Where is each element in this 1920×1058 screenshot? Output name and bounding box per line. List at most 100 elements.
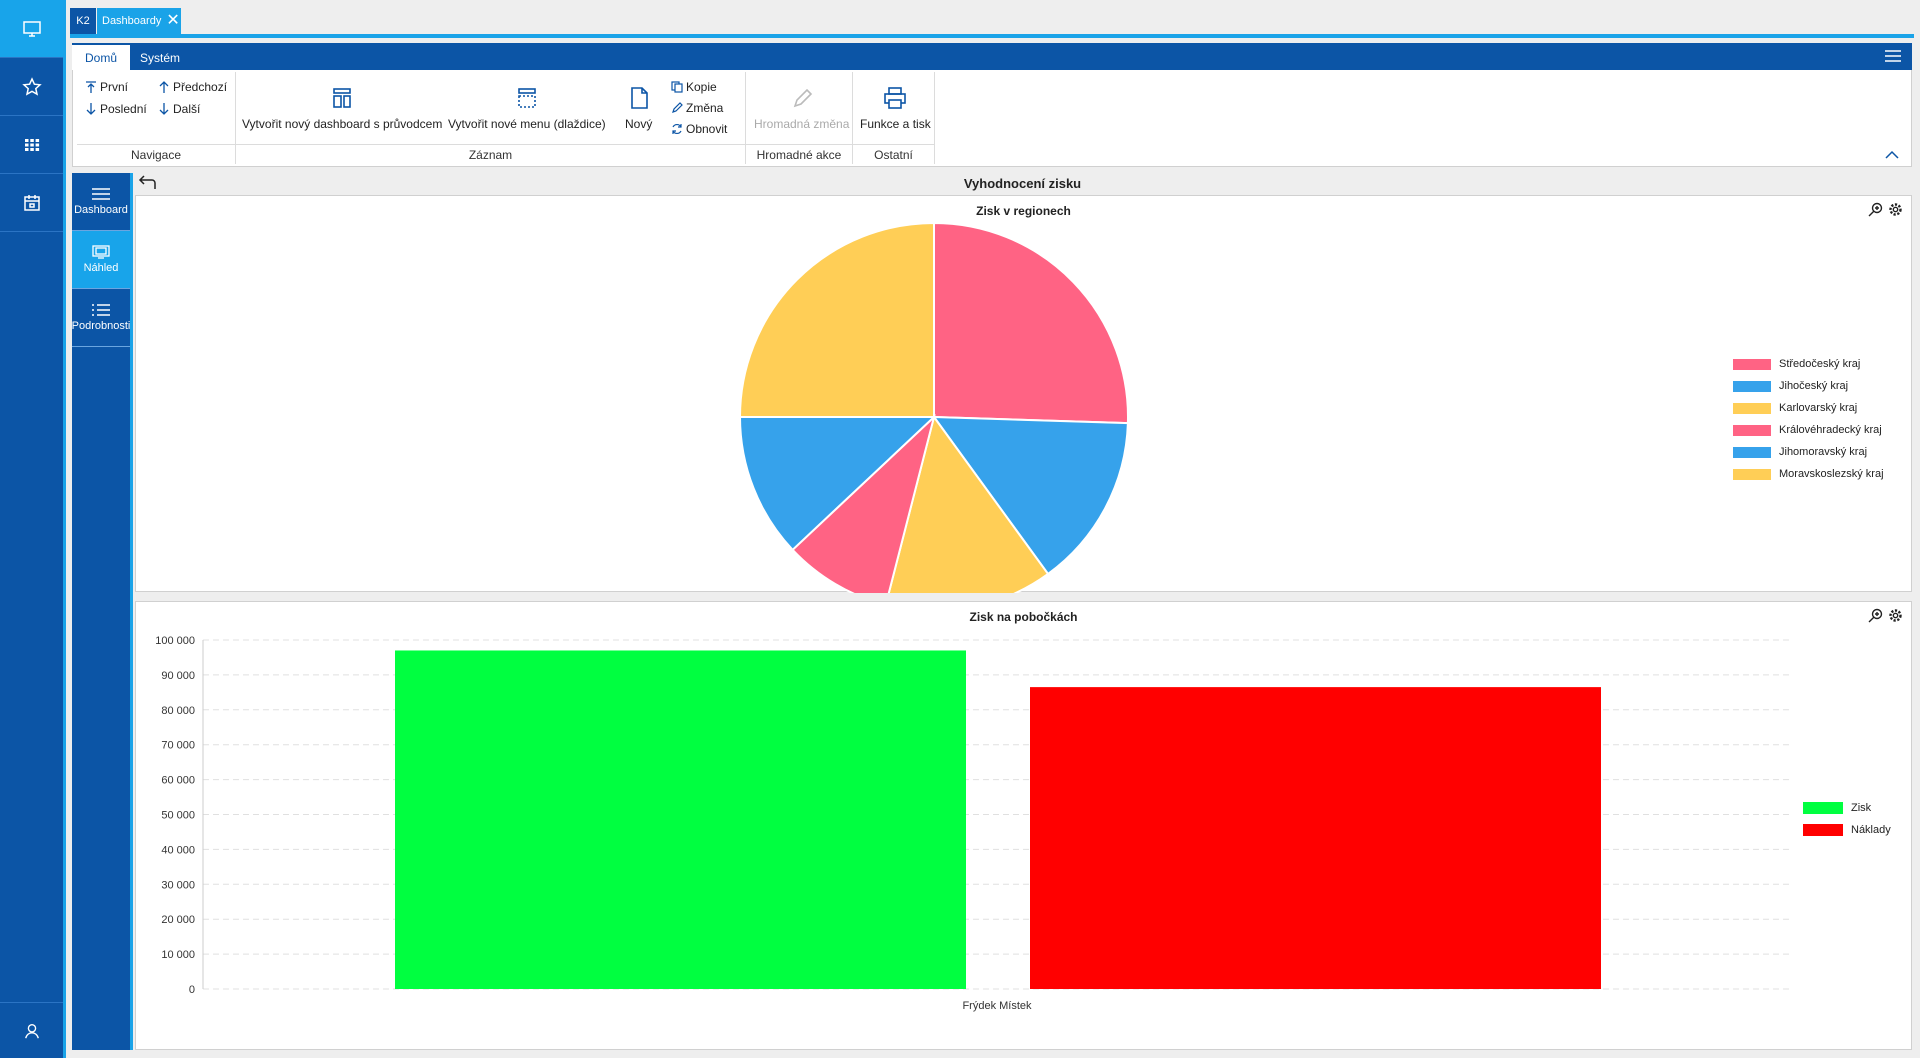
previous-record-button[interactable]: Předchozí bbox=[158, 80, 227, 94]
legend-label: Středočeský kraj bbox=[1779, 358, 1861, 370]
sidenav-item-preview[interactable]: Náhled bbox=[72, 231, 130, 289]
monitor-icon bbox=[22, 20, 41, 37]
hamburger-menu-icon[interactable] bbox=[1884, 49, 1902, 63]
dashboard-tab-label: Dashboardy bbox=[102, 15, 162, 27]
pie-legend-item[interactable]: Jihomoravský kraj bbox=[1733, 441, 1884, 463]
first-record-button[interactable]: První bbox=[85, 80, 128, 94]
apps-nav-button[interactable] bbox=[0, 116, 63, 174]
pie-legend-item[interactable]: Jihočeský kraj bbox=[1733, 375, 1884, 397]
functions-print-button[interactable]: Funkce a tisk bbox=[860, 86, 931, 131]
bar-chart-panel: Zisk na pobočkách 0 10 000 20 000 30 000 40 … bbox=[135, 601, 1912, 1050]
y-tick-label: 70 000 bbox=[161, 740, 195, 752]
desktop-nav-button[interactable] bbox=[0, 0, 63, 58]
navigation-group: První Předchozí Poslední Další Navigace bbox=[77, 72, 236, 164]
y-tick-label: 40 000 bbox=[161, 844, 195, 856]
tab-home[interactable]: Domů bbox=[72, 45, 131, 70]
refresh-button[interactable]: Obnovit bbox=[671, 122, 727, 136]
legend-swatch bbox=[1803, 824, 1843, 836]
y-tick-label: 50 000 bbox=[161, 810, 195, 822]
tab-underline bbox=[70, 34, 1914, 38]
bulk-change-button[interactable]: Hromadná změna bbox=[754, 86, 849, 131]
side-navigation: Dashboard Náhled Podrobnosti bbox=[72, 173, 133, 1050]
bar-legend-item[interactable]: Náklady bbox=[1803, 819, 1891, 841]
pie-slice-4[interactable] bbox=[738, 416, 937, 552]
pie-slice-0[interactable] bbox=[933, 221, 1129, 425]
legend-label: Moravskoslezský kraj bbox=[1779, 468, 1884, 480]
pencil-icon bbox=[672, 102, 683, 113]
sidenav-item-dashboard[interactable]: Dashboard bbox=[72, 173, 130, 231]
pie-chart-title: Zisk v regionech bbox=[976, 204, 1071, 218]
left-rail bbox=[0, 0, 66, 1058]
y-tick-label: 100 000 bbox=[155, 635, 195, 647]
printer-icon bbox=[884, 87, 907, 109]
pie-legend-item[interactable]: Karlovarský kraj bbox=[1733, 397, 1884, 419]
star-icon bbox=[21, 76, 42, 96]
tiles-menu-icon bbox=[518, 88, 536, 108]
legend-swatch bbox=[1803, 802, 1843, 814]
dashboard-tab[interactable]: Dashboardy ✕ bbox=[97, 8, 181, 34]
user-icon bbox=[24, 1023, 39, 1038]
arrow-top-icon bbox=[86, 81, 96, 93]
bar-legend-item[interactable]: Zisk bbox=[1803, 797, 1891, 819]
pie-slice-2[interactable] bbox=[886, 414, 1050, 593]
bulk-actions-group-label: Hromadné akce bbox=[746, 144, 852, 164]
zoom-icon[interactable] bbox=[1868, 608, 1883, 623]
copy-icon bbox=[671, 81, 683, 93]
legend-label: Jihočeský kraj bbox=[1779, 380, 1849, 392]
y-tick-label: 60 000 bbox=[161, 775, 195, 787]
arrow-up-icon bbox=[159, 81, 169, 93]
back-arrow-icon[interactable] bbox=[137, 175, 157, 193]
calendar-nav-button[interactable] bbox=[0, 174, 63, 232]
gear-icon[interactable] bbox=[1888, 608, 1903, 623]
bar-chart-tools bbox=[1868, 608, 1903, 623]
pie-chart bbox=[738, 221, 1129, 593]
preview-icon bbox=[92, 245, 110, 259]
page-title: Vyhodnocení zisku bbox=[963, 176, 1082, 191]
sidenav-item-details[interactable]: Podrobnosti bbox=[72, 289, 130, 347]
pie-slice-1[interactable] bbox=[931, 415, 1129, 576]
app-tab[interactable]: K2 bbox=[70, 8, 96, 34]
bar-zisk[interactable] bbox=[395, 650, 966, 989]
new-menu-tiles-button[interactable]: Vytvořit nové menu (dlaždice) bbox=[448, 86, 606, 131]
legend-label: Zisk bbox=[1851, 802, 1872, 814]
new-document-icon bbox=[630, 87, 648, 109]
legend-swatch bbox=[1733, 424, 1771, 436]
copy-button[interactable]: Kopie bbox=[671, 80, 717, 94]
user-profile-button[interactable] bbox=[0, 1002, 63, 1058]
y-tick-label: 0 bbox=[189, 984, 195, 996]
new-dashboard-wizard-button[interactable]: Vytvořit nový dashboard s průvodcem bbox=[242, 86, 442, 131]
bulk-actions-group: Hromadná změna Hromadné akce bbox=[746, 72, 853, 164]
next-record-button[interactable]: Další bbox=[158, 102, 200, 116]
y-tick-label: 30 000 bbox=[161, 879, 195, 891]
details-list-icon bbox=[92, 304, 110, 316]
bar-náklady[interactable] bbox=[1030, 687, 1601, 989]
pie-legend: Středočeský kraj Jihočeský kraj Karlovarsk… bbox=[1733, 353, 1884, 485]
document-tab-strip: K2 Dashboardy ✕ bbox=[66, 0, 1920, 36]
pie-slice-3[interactable] bbox=[791, 413, 936, 593]
y-tick-label: 10 000 bbox=[161, 949, 195, 961]
chevron-up-icon[interactable] bbox=[1885, 150, 1899, 160]
legend-swatch bbox=[1733, 446, 1771, 458]
y-tick-label: 90 000 bbox=[161, 670, 195, 682]
last-record-button[interactable]: Poslední bbox=[85, 102, 147, 116]
pie-slice-5[interactable] bbox=[738, 221, 935, 418]
new-record-button[interactable]: Nový bbox=[625, 86, 652, 131]
gear-icon[interactable] bbox=[1888, 202, 1903, 217]
y-tick-label: 20 000 bbox=[161, 914, 195, 926]
favorites-nav-button[interactable] bbox=[0, 58, 63, 116]
legend-swatch bbox=[1733, 402, 1771, 414]
tab-system[interactable]: Systém bbox=[140, 50, 181, 65]
bar-legend: Zisk Náklady bbox=[1803, 797, 1891, 841]
grid-icon bbox=[24, 138, 39, 151]
other-group: Funkce a tisk Ostatní bbox=[853, 72, 935, 164]
pie-legend-item[interactable]: Královéhradecký kraj bbox=[1733, 419, 1884, 441]
legend-swatch bbox=[1733, 380, 1771, 392]
dashboard-layout-icon bbox=[333, 88, 351, 108]
change-button[interactable]: Změna bbox=[671, 101, 723, 115]
pie-legend-item[interactable]: Středočeský kraj bbox=[1733, 353, 1884, 375]
close-icon[interactable]: ✕ bbox=[166, 12, 180, 29]
ribbon-tabs: Domů Systém bbox=[72, 43, 1912, 70]
pie-legend-item[interactable]: Moravskoslezský kraj bbox=[1733, 463, 1884, 485]
bar-chart-title: Zisk na pobočkách bbox=[969, 610, 1078, 624]
zoom-icon[interactable] bbox=[1868, 202, 1883, 217]
